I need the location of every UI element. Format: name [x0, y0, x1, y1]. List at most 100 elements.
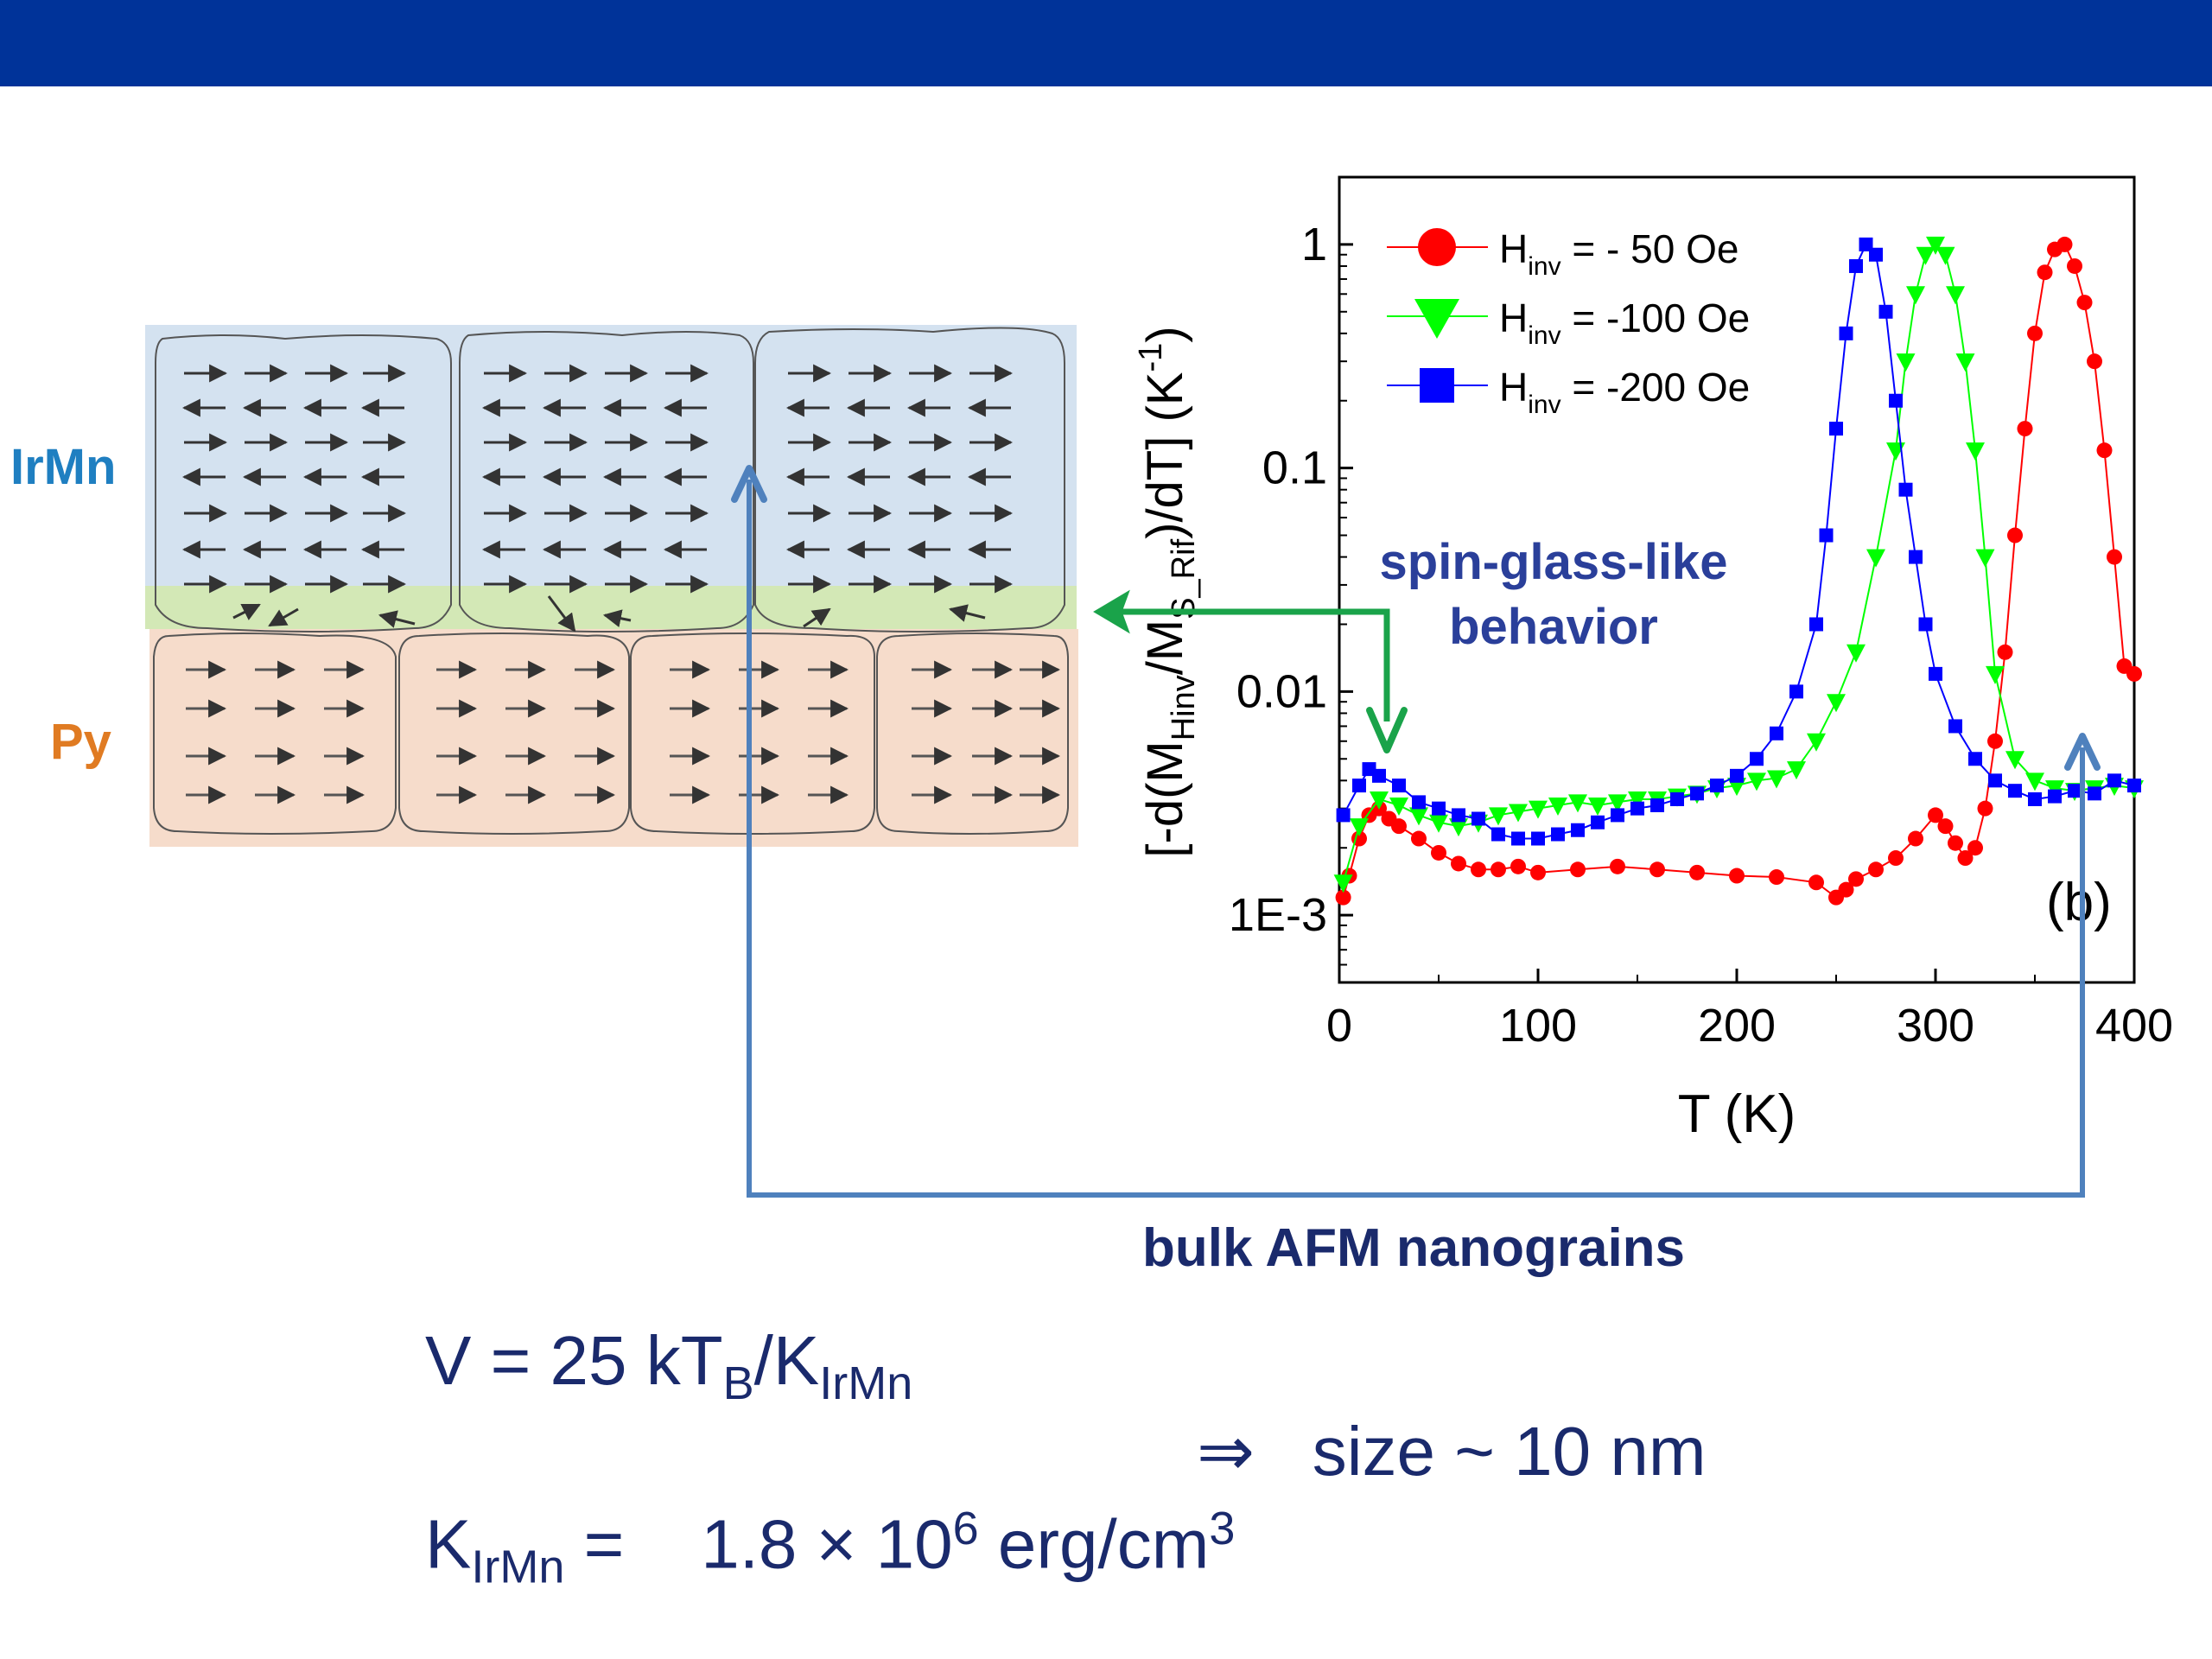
- data-point: [1392, 779, 1406, 793]
- data-point: [1529, 800, 1548, 819]
- data-point: [1977, 800, 1993, 817]
- data-point: [1510, 858, 1526, 874]
- py-layer-background: [149, 629, 1078, 847]
- data-point: [1431, 844, 1446, 861]
- data-point: [1955, 353, 1975, 372]
- data-point: [1429, 814, 1448, 833]
- data-point: [1906, 286, 1925, 305]
- data-point: [1689, 864, 1705, 880]
- data-point: [1690, 786, 1704, 801]
- volume-equation: V = 25 kTB/KIrMn: [425, 1322, 913, 1409]
- data-point: [1432, 801, 1446, 816]
- data-point: [1611, 808, 1624, 823]
- data-point: [1333, 874, 1353, 893]
- grain-diagram: IrMn Py: [10, 325, 1078, 847]
- data-point: [1471, 811, 1485, 826]
- data-point: [2028, 791, 2042, 806]
- interface-spin-arrow: [378, 610, 416, 628]
- data-point: [1471, 861, 1486, 878]
- py-label: Py: [50, 714, 111, 770]
- legend: Hinv = - 50 Oe Hinv = -100 Oe Hinv = -20…: [1387, 226, 1750, 419]
- y-axis-ticks: 1 0.1 0.01 1E-3: [1229, 176, 1353, 983]
- data-point: [1819, 528, 1834, 543]
- interface-spin-arrow: [547, 595, 576, 632]
- irmn-label: IrMn: [10, 439, 116, 495]
- data-point: [1670, 791, 1684, 806]
- data-point: [1630, 801, 1644, 816]
- series-2: [1336, 237, 2141, 846]
- data-point: [1888, 850, 1904, 867]
- data-point: [1936, 246, 1955, 265]
- data-point: [1412, 795, 1426, 810]
- data-point: [1511, 831, 1525, 846]
- y-tick-label: 0.01: [1236, 665, 1327, 717]
- data-point: [1568, 794, 1587, 813]
- interface-spin-arrow: [803, 607, 831, 628]
- y-axis-title: [-d(MHinv/MS_Rif)/dT] (K-1): [1133, 326, 1202, 857]
- data-point: [1729, 868, 1745, 884]
- data-point: [2007, 527, 2023, 543]
- data-point: [1896, 353, 1916, 372]
- data-point: [1868, 861, 1884, 878]
- data-point: [2107, 773, 2121, 788]
- size-result: ⇒ size ~ 10 nm: [1197, 1413, 1707, 1490]
- data-point: [1650, 798, 1664, 812]
- data-point: [2096, 442, 2113, 459]
- data-series: [1333, 236, 2144, 906]
- data-point: [1987, 733, 2003, 749]
- data-point: [1787, 761, 1806, 780]
- y-tick-label: 1E-3: [1229, 889, 1327, 941]
- data-point: [1770, 726, 1783, 741]
- panel-label: (b): [2046, 873, 2112, 932]
- data-point: [2025, 772, 2044, 791]
- data-point: [1838, 881, 1854, 898]
- data-point: [1827, 694, 1846, 713]
- data-point: [1889, 393, 1903, 408]
- x-axis-title: T (K): [1678, 1084, 1796, 1144]
- x-tick-label: 100: [1499, 1000, 1577, 1052]
- py-grain-2: [398, 632, 630, 835]
- legend-entry-50: Hinv = - 50 Oe: [1387, 226, 1738, 281]
- data-point: [1491, 827, 1505, 842]
- series-0: [1335, 236, 2142, 906]
- py-grain-3: [630, 632, 875, 835]
- data-point: [1610, 858, 1625, 874]
- data-point: [2107, 549, 2122, 565]
- data-point: [1878, 304, 1893, 319]
- spin-glass-arrow: [1093, 589, 1408, 753]
- data-point: [2068, 784, 2082, 798]
- anisotropy-equation: KIrMn = 1.8 × 106 erg/cm3: [425, 1503, 1236, 1593]
- spin-arrows: [181, 364, 1061, 804]
- data-point: [1968, 752, 1982, 766]
- data-point: [1530, 864, 1546, 880]
- data-point: [1571, 823, 1585, 837]
- data-point: [1839, 326, 1853, 340]
- legend-entry-200: Hinv = -200 Oe: [1387, 365, 1750, 419]
- data-point: [1391, 818, 1407, 835]
- interface-spin-arrow: [268, 607, 299, 627]
- interface-spin-arrow: [232, 603, 261, 620]
- data-point: [1929, 666, 1942, 681]
- data-point: [1409, 807, 1428, 826]
- legend-entry-100: Hinv = -100 Oe: [1387, 296, 1750, 350]
- y-tick-label: 1: [1301, 219, 1327, 270]
- data-point: [1730, 768, 1744, 783]
- data-point: [1548, 797, 1567, 816]
- irmn-grain-1: [155, 334, 452, 632]
- data-point: [1335, 889, 1351, 906]
- data-point: [1710, 779, 1724, 793]
- data-point: [1849, 258, 1863, 273]
- data-point: [1411, 830, 1427, 847]
- data-point: [1608, 794, 1627, 813]
- data-point: [1551, 827, 1565, 842]
- svg-text:Hinv = -200 Oe: Hinv = -200 Oe: [1499, 365, 1750, 419]
- interface-spin-arrow: [948, 604, 986, 622]
- data-point: [1649, 861, 1665, 878]
- data-point: [1389, 797, 1408, 816]
- data-point: [1869, 247, 1883, 262]
- data-point: [1767, 770, 1786, 789]
- data-point: [1908, 830, 1923, 847]
- data-point: [1916, 246, 1936, 265]
- data-point: [1967, 840, 1983, 856]
- irmn-grain-3: [754, 327, 1065, 632]
